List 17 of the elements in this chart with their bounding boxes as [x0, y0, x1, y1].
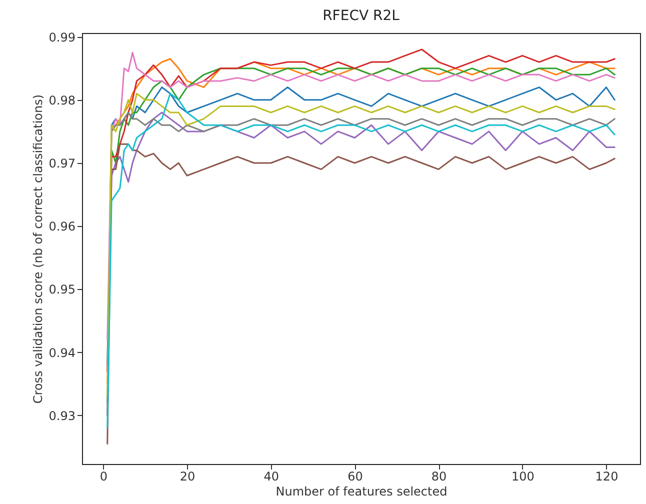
- y-tick-label: 0.95: [48, 282, 76, 297]
- y-tick-label: 0.97: [48, 156, 76, 170]
- y-tick-label: 0.99: [48, 30, 76, 44]
- x-tick-label: 40: [264, 470, 280, 484]
- y-tick-label: 0.98: [48, 93, 76, 108]
- x-tick-label: 20: [180, 470, 196, 484]
- x-axis-title: Number of features selected: [276, 484, 448, 498]
- chart-title: RFECV R2L: [322, 8, 400, 24]
- x-tick-label: 80: [431, 470, 447, 484]
- y-tick-label: 0.93: [48, 408, 76, 423]
- x-tick-label: 60: [348, 470, 363, 484]
- x-tick-label: 0: [100, 470, 108, 484]
- x-tick-label: 120: [595, 470, 618, 484]
- y-tick-label: 0.94: [48, 346, 76, 360]
- x-tick-label: 100: [511, 470, 534, 484]
- y-tick-label: 0.96: [48, 220, 76, 234]
- y-axis-title: Cross validation score (nb of correct classifications): [30, 94, 45, 404]
